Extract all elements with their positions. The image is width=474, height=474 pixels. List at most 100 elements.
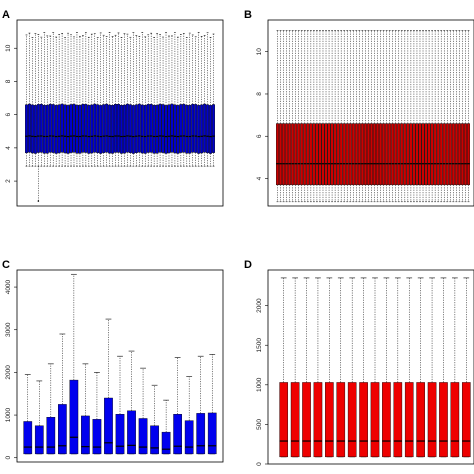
box-63: [463, 30, 467, 203]
box-32: [117, 32, 120, 167]
panel-c-frame: [16, 269, 224, 463]
box-body: [382, 382, 391, 458]
box-61: [457, 30, 461, 203]
box-body: [131, 105, 135, 154]
box-32: [369, 30, 373, 203]
box-45: [155, 33, 159, 167]
box-10: [51, 32, 55, 167]
box-8: [359, 277, 368, 458]
box-8: [104, 318, 113, 455]
box-body: [297, 123, 301, 186]
box-39: [137, 35, 141, 167]
box-16: [69, 34, 73, 167]
box-body: [285, 123, 289, 186]
box-15: [439, 277, 448, 458]
box-body: [134, 104, 138, 154]
box-23: [90, 33, 94, 167]
panel-letter-c: C: [2, 259, 10, 271]
box-7: [42, 32, 46, 167]
panel-d: D 0 500 1000 1500 2000: [244, 259, 474, 466]
box-body: [146, 104, 150, 153]
box-body: [276, 123, 280, 186]
box-14: [63, 37, 67, 167]
box-14: [427, 277, 437, 458]
box-3: [46, 363, 56, 455]
box-52: [430, 30, 434, 203]
box-51: [427, 30, 431, 203]
box-body: [336, 123, 340, 186]
box-20: [333, 30, 337, 203]
box-9: [48, 35, 52, 167]
box-body: [309, 123, 313, 186]
box-62: [206, 32, 210, 167]
box-body: [137, 103, 141, 153]
box-body: [200, 104, 204, 154]
box-body: [81, 415, 90, 455]
box-23: [342, 30, 346, 203]
box-body: [209, 105, 213, 154]
box-60: [454, 30, 458, 203]
box-1: [279, 277, 289, 458]
box-31: [366, 30, 370, 203]
box-1: [25, 34, 28, 167]
box-body: [179, 104, 183, 153]
box-body: [173, 414, 182, 455]
box-body: [460, 123, 464, 186]
box-body: [439, 382, 448, 458]
box-9: [300, 30, 304, 203]
box-body: [92, 419, 102, 455]
box-15: [184, 376, 194, 455]
box-body: [194, 104, 198, 153]
box-body: [463, 123, 467, 186]
box-body: [379, 123, 383, 186]
box-58: [448, 30, 452, 203]
box-38: [388, 30, 392, 203]
box-body: [75, 104, 79, 154]
box-body: [391, 123, 395, 186]
box-body: [72, 103, 76, 153]
box-body: [105, 103, 109, 153]
box-30: [111, 36, 115, 167]
box-body: [87, 105, 91, 154]
box-body: [23, 421, 33, 455]
box-body: [27, 103, 31, 153]
box-44: [152, 37, 156, 167]
box-body: [161, 104, 165, 153]
box-40: [394, 30, 398, 203]
box-4: [58, 333, 67, 455]
panel-a-y-axis: 2 4 6 8 10: [5, 44, 17, 183]
box-body: [66, 105, 70, 154]
box-55: [439, 30, 443, 203]
box-body: [69, 104, 73, 153]
box-body: [128, 104, 132, 153]
box-body: [400, 123, 404, 186]
box-25: [348, 30, 352, 203]
box-43: [149, 32, 153, 167]
box-body: [288, 123, 292, 186]
box-3: [282, 30, 286, 203]
box-body: [406, 123, 410, 186]
box-13: [312, 30, 316, 203]
box-body: [140, 104, 144, 154]
box-18: [327, 30, 331, 203]
panel-b: B 4 6 8 10: [244, 9, 474, 207]
box-17: [461, 277, 471, 458]
box-body: [170, 103, 174, 153]
box-body: [442, 123, 446, 186]
box-body: [173, 104, 177, 154]
box-15: [318, 30, 322, 203]
box-body: [84, 104, 88, 153]
box-26: [351, 30, 355, 203]
box-12: [57, 34, 61, 167]
box-49: [167, 35, 171, 167]
box-47: [161, 36, 165, 167]
box-22: [87, 36, 91, 167]
box-17: [207, 354, 217, 455]
box-27: [354, 30, 358, 203]
box-body: [291, 123, 295, 186]
box-7: [92, 372, 102, 455]
box-16: [450, 277, 460, 458]
box-body: [102, 104, 106, 153]
box-33: [373, 30, 377, 203]
box-42: [400, 30, 404, 203]
